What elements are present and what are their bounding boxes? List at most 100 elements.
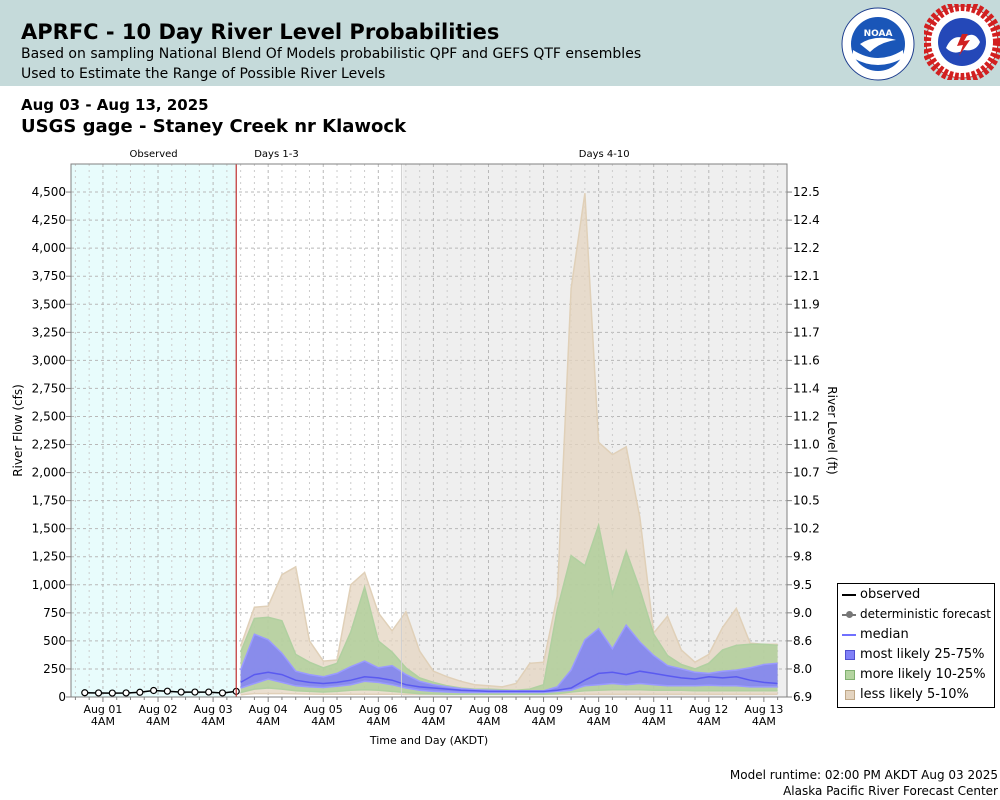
x-tick-day-label: Aug 05 bbox=[304, 703, 343, 716]
y-tick-label: 1,000 bbox=[32, 578, 66, 592]
right-tick-label: 6.9 bbox=[793, 690, 812, 704]
y-tick-label: 1,750 bbox=[32, 494, 66, 508]
forecast-center: Alaska Pacific River Forecast Center bbox=[783, 784, 998, 798]
right-tick-label: 12.4 bbox=[793, 213, 820, 227]
date-range: Aug 03 - Aug 13, 2025 bbox=[21, 96, 209, 114]
period-label: Days 4-10 bbox=[579, 149, 630, 160]
x-tick-time-label: 4AM bbox=[697, 715, 721, 728]
y-tick-label: 1,250 bbox=[32, 550, 66, 564]
x-tick-day-label: Aug 07 bbox=[414, 703, 453, 716]
probability-bands bbox=[239, 193, 778, 696]
legend-label-less-likely: less likely 5-10% bbox=[860, 687, 969, 702]
right-tick-label: 10.7 bbox=[793, 466, 820, 480]
y-right-axis-title: River Level (ft) bbox=[825, 386, 839, 474]
y-tick-label: 3,250 bbox=[32, 325, 66, 339]
observed-point bbox=[205, 688, 213, 696]
x-tick-day-label: Aug 10 bbox=[579, 703, 618, 716]
x-tick-time-label: 4AM bbox=[476, 715, 500, 728]
right-tick-label: 12.2 bbox=[793, 241, 820, 255]
x-tick-day-label: Aug 04 bbox=[249, 703, 288, 716]
legend-label-most-likely: most likely 25-75% bbox=[860, 647, 985, 662]
chart-gridlines bbox=[71, 164, 787, 698]
right-tick-label: 11.0 bbox=[793, 438, 820, 452]
y-tick-label: 4,250 bbox=[32, 213, 66, 227]
x-tick-day-label: Aug 02 bbox=[139, 703, 178, 716]
period-label: Days 1-3 bbox=[254, 149, 298, 160]
legend-swatch-less-likely bbox=[845, 690, 855, 700]
x-tick-time-label: 4AM bbox=[532, 715, 556, 728]
y-tick-label: 750 bbox=[43, 606, 66, 620]
right-tick-label: 11.6 bbox=[793, 353, 820, 367]
observed-point bbox=[122, 689, 130, 697]
more-likely-band-upper-edge bbox=[239, 522, 778, 692]
y-tick-label: 2,250 bbox=[32, 438, 66, 452]
page-subtitle-2: Used to Estimate the Range of Possible R… bbox=[21, 66, 386, 82]
x-tick-time-label: 4AM bbox=[587, 715, 611, 728]
more-likely-band-lower-edge bbox=[240, 687, 778, 695]
legend-label-median: median bbox=[860, 627, 909, 642]
x-tick-time-label: 4AM bbox=[421, 715, 445, 728]
right-tick-label: 8.6 bbox=[793, 634, 812, 648]
right-tick-label: 11.2 bbox=[793, 409, 820, 423]
x-axis-title: Time and Day (AKDT) bbox=[369, 734, 488, 747]
x-tick-day-label: Aug 11 bbox=[634, 703, 673, 716]
x-tick-day-label: Aug 06 bbox=[359, 703, 398, 716]
less-likely-band bbox=[240, 193, 778, 695]
right-tick-label: 9.8 bbox=[793, 550, 812, 564]
right-tick-label: 11.9 bbox=[793, 297, 820, 311]
x-tick-time-label: 4AM bbox=[642, 715, 666, 728]
legend-label-deterministic: deterministic forecast bbox=[860, 607, 992, 621]
x-tick-time-label: 4AM bbox=[91, 715, 115, 728]
legend-swatch-median bbox=[842, 634, 856, 636]
legend-label-more-likely: more likely 10-25% bbox=[860, 667, 986, 682]
less-likely-band-upper-edge bbox=[239, 193, 778, 688]
right-tick-label: 10.2 bbox=[793, 522, 820, 536]
chart-labels: 0 250 500 750 1,000 1,250 1,500 1,750 2,000 2,250… bbox=[11, 149, 839, 747]
right-tick-label: 9.0 bbox=[793, 606, 812, 620]
river-probability-chart: 0 250 500 750 1,000 1,250 1,500 1,750 2,000 2,250… bbox=[11, 149, 839, 747]
x-tick-time-label: 4AM bbox=[146, 715, 170, 728]
chart-lines bbox=[81, 164, 778, 697]
y-tick-label: 2,000 bbox=[32, 466, 66, 480]
y-tick-label: 500 bbox=[43, 634, 66, 648]
right-tick-label: 10.5 bbox=[793, 494, 820, 508]
noaa-logo: NOAA bbox=[841, 7, 915, 81]
chart-legend: observed deterministic forecast median m… bbox=[837, 583, 995, 708]
y-tick-label: 250 bbox=[43, 662, 66, 676]
right-tick-label: 9.5 bbox=[793, 578, 812, 592]
page-subtitle-1: Based on sampling National Blend Of Mode… bbox=[21, 46, 642, 62]
y-tick-label: 2,500 bbox=[32, 409, 66, 423]
plot-frame bbox=[70, 163, 788, 698]
x-tick-time-label: 4AM bbox=[256, 715, 280, 728]
right-tick-label: 11.7 bbox=[793, 325, 820, 339]
page-title: APRFC - 10 Day River Level Probabilities bbox=[21, 20, 500, 44]
y-tick-label: 3,000 bbox=[32, 353, 66, 367]
most-likely-band-lower-edge bbox=[240, 678, 778, 694]
y-tick-label: 4,500 bbox=[32, 185, 66, 199]
right-tick-label: 12.1 bbox=[793, 269, 820, 283]
x-tick-time-label: 4AM bbox=[311, 715, 335, 728]
legend-swatch-more-likely bbox=[845, 670, 855, 680]
legend-swatch-observed bbox=[842, 594, 856, 596]
x-tick-day-label: Aug 13 bbox=[744, 703, 783, 716]
nws-logo bbox=[924, 4, 1000, 80]
x-tick-time-label: 4AM bbox=[366, 715, 390, 728]
observed-point bbox=[81, 689, 89, 697]
right-tick-label: 11.4 bbox=[793, 381, 820, 395]
right-tick-label: 8.0 bbox=[793, 662, 812, 676]
model-runtime: Model runtime: 02:00 PM AKDT Aug 03 2025 bbox=[729, 768, 998, 782]
most-likely-band bbox=[240, 625, 778, 693]
observed-point bbox=[108, 689, 116, 697]
period-label: Observed bbox=[130, 149, 178, 160]
observed-point bbox=[136, 688, 144, 696]
x-tick-day-label: Aug 12 bbox=[689, 703, 728, 716]
y-tick-label: 3,500 bbox=[32, 297, 66, 311]
x-tick-time-label: 4AM bbox=[752, 715, 776, 728]
observed-period-shade bbox=[71, 164, 237, 697]
y-tick-label: 0 bbox=[58, 690, 66, 704]
x-tick-day-label: Aug 08 bbox=[469, 703, 508, 716]
observed-point bbox=[218, 689, 227, 697]
y-tick-label: 2,750 bbox=[32, 381, 66, 395]
x-tick-day-label: Aug 09 bbox=[524, 703, 563, 716]
chart-axes bbox=[66, 163, 792, 702]
